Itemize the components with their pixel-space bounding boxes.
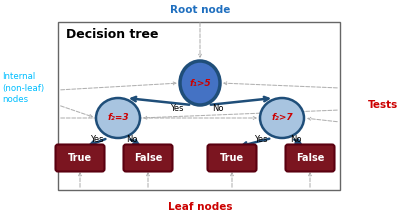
FancyBboxPatch shape <box>208 144 256 172</box>
Text: No: No <box>126 135 138 144</box>
Text: True: True <box>220 153 244 163</box>
Text: f₂=3: f₂=3 <box>107 114 129 123</box>
Text: False: False <box>296 153 324 163</box>
FancyBboxPatch shape <box>124 144 172 172</box>
FancyBboxPatch shape <box>286 144 334 172</box>
Text: Yes: Yes <box>170 104 184 113</box>
Text: f₂>7: f₂>7 <box>271 114 293 123</box>
Text: No: No <box>212 104 224 113</box>
Bar <box>58 22 340 190</box>
Text: True: True <box>68 153 92 163</box>
Text: Decision tree: Decision tree <box>66 28 158 40</box>
Text: Leaf nodes: Leaf nodes <box>168 202 232 212</box>
Text: f₁>5: f₁>5 <box>189 78 211 88</box>
Text: No: No <box>290 135 302 144</box>
Text: False: False <box>134 153 162 163</box>
Text: Internal
(non-leaf)
nodes: Internal (non-leaf) nodes <box>2 72 44 104</box>
Text: Root node: Root node <box>170 5 230 15</box>
FancyBboxPatch shape <box>56 144 104 172</box>
Ellipse shape <box>96 98 140 138</box>
Text: Yes: Yes <box>90 135 104 144</box>
Ellipse shape <box>260 98 304 138</box>
Ellipse shape <box>180 61 220 105</box>
Text: Tests: Tests <box>368 100 398 110</box>
Text: Yes: Yes <box>254 135 268 144</box>
